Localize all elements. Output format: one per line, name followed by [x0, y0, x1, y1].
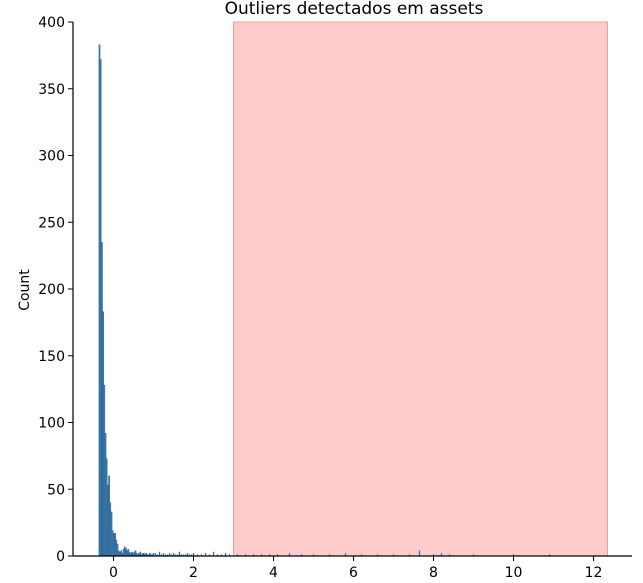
y-tick-label: 100	[38, 416, 65, 432]
chart-title: Outliers detectados em assets	[225, 0, 484, 19]
y-tick-label: 50	[47, 482, 65, 498]
y-tick-label: 250	[38, 215, 65, 231]
y-tick-label: 300	[38, 149, 65, 165]
x-tick-label: 10	[505, 565, 523, 581]
x-tick-label: 12	[585, 565, 603, 581]
y-tick-label: 350	[38, 82, 65, 98]
histogram-bar	[158, 551, 161, 557]
x-tick-label: 2	[189, 565, 198, 581]
histogram-bar	[212, 551, 215, 557]
x-tick-label: 0	[109, 565, 118, 581]
x-tick-label: 4	[269, 565, 278, 581]
outlier-region	[233, 21, 608, 557]
x-tick-label: 6	[349, 565, 358, 581]
y-axis-label: Count	[17, 269, 33, 311]
y-tick-label: 0	[56, 549, 65, 565]
x-tick-label: 8	[429, 565, 438, 581]
histogram-bar	[178, 551, 181, 557]
y-tick-label: 400	[38, 15, 65, 31]
y-tick-label: 150	[38, 349, 65, 365]
histogram-bar	[418, 550, 421, 557]
y-tick-label: 200	[38, 282, 65, 298]
